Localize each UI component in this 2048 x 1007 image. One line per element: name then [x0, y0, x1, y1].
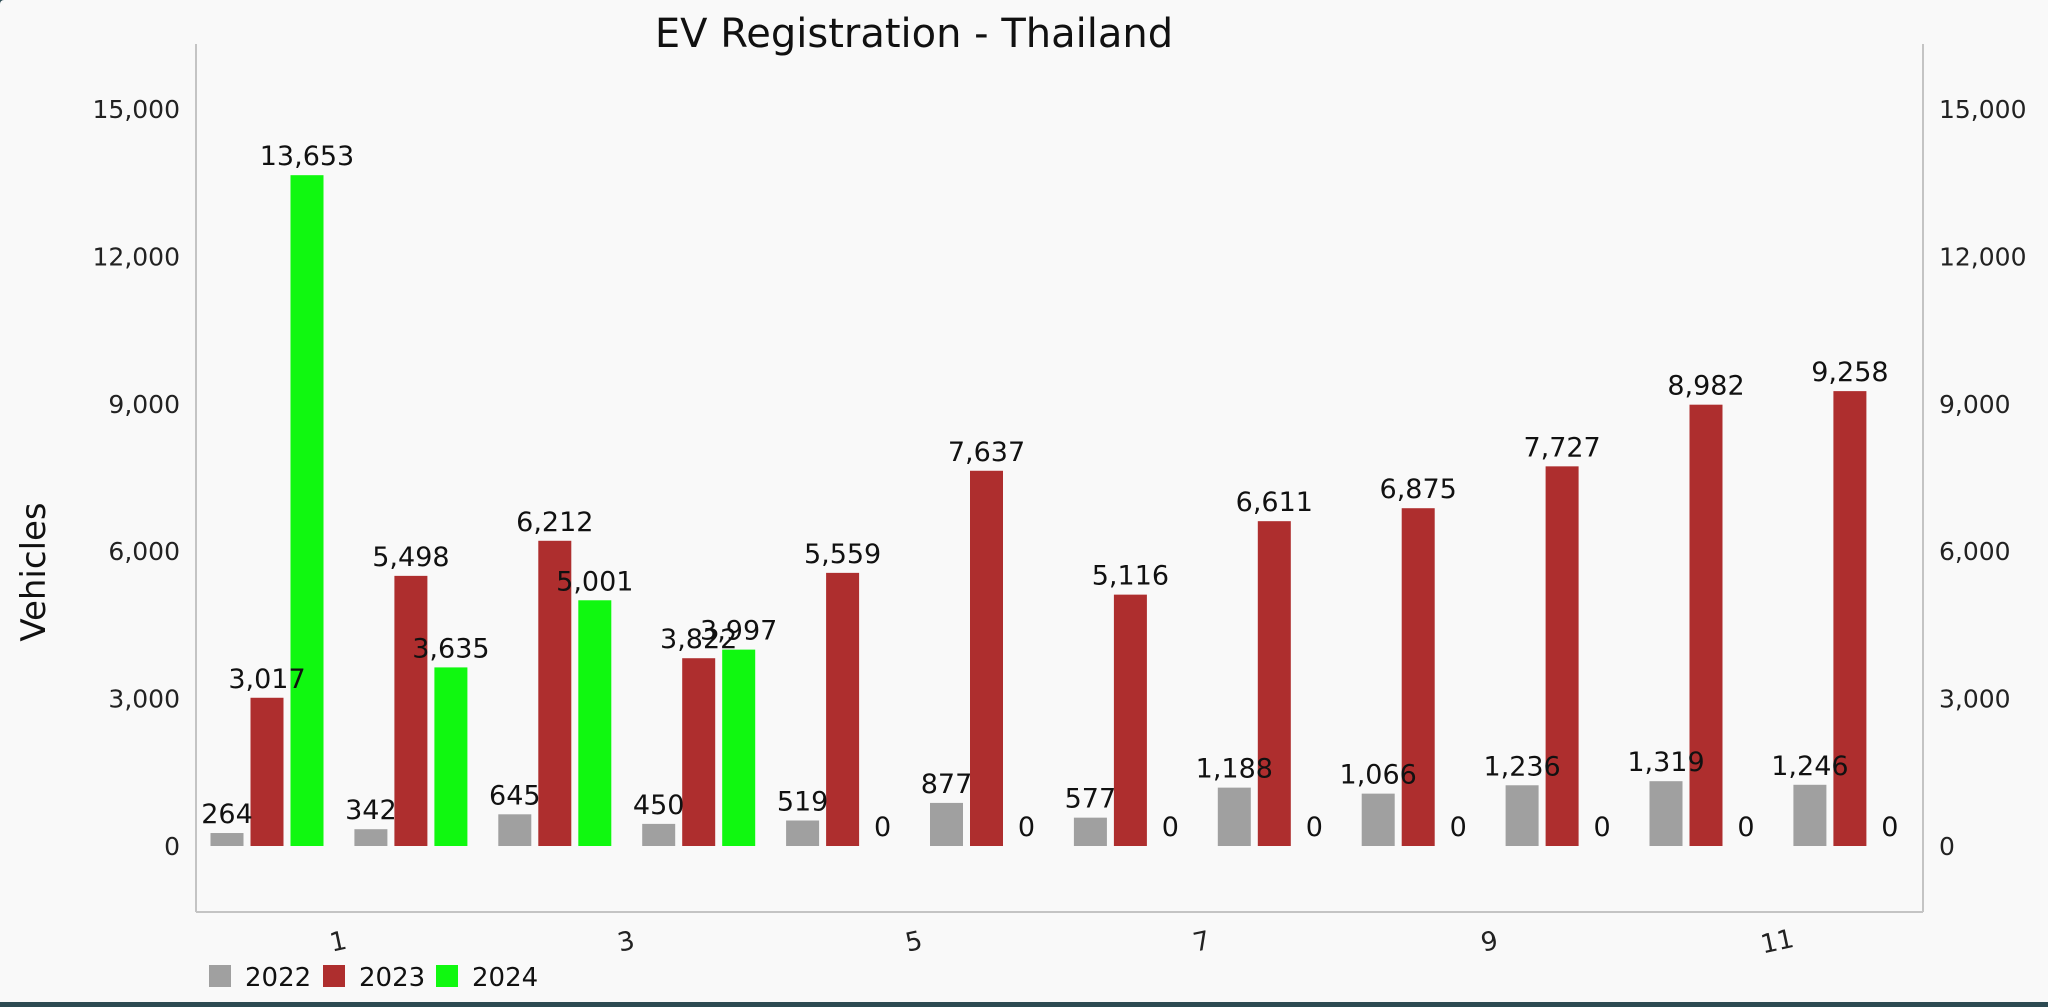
bar-2022-10: [1505, 785, 1539, 846]
y-tick-label-right: 9,000: [1939, 390, 2011, 419]
y-axis-right: 0 3,000 6,000 9,000 12,000 15,000: [1939, 95, 2026, 861]
legend: 2022 2023 2024: [209, 963, 538, 993]
bar-2023-7: [1113, 594, 1147, 846]
data-label-2023-9: 6,875: [1380, 474, 1457, 505]
data-label-2022-7: 577: [1065, 784, 1117, 815]
data-label-2024-4: 3,997: [700, 616, 777, 647]
y-tick-label-right: 15,000: [1939, 95, 2026, 124]
x-tick-label: 9: [1478, 926, 1500, 959]
legend-swatch-2022: [209, 965, 231, 987]
data-label-2024-12: 0: [1881, 812, 1898, 843]
bar-2023-10: [1545, 466, 1579, 846]
bar-2023-11: [1689, 404, 1723, 846]
bar-2022-12: [1793, 784, 1827, 846]
bar-2023-12: [1833, 391, 1867, 846]
x-tick-label: 1: [327, 926, 349, 959]
data-label-2024-9: 0: [1450, 812, 1467, 843]
data-label-2024-3: 5,001: [556, 566, 633, 597]
data-label-2024-7: 0: [1162, 812, 1179, 843]
y-tick-label-left: 9,000: [108, 390, 180, 419]
data-label-2022-2: 342: [345, 795, 397, 826]
bar-2022-6: [930, 802, 963, 846]
y-axis-label: Vehicles: [14, 502, 54, 641]
legend-label-2022: 2022: [245, 963, 311, 993]
bar-2023-5: [826, 572, 860, 846]
data-label-2024-10: 0: [1594, 812, 1611, 843]
data-label-2023-5: 5,559: [804, 539, 881, 570]
data-label-2022-9: 1,066: [1340, 760, 1417, 791]
bar-2022-8: [1217, 787, 1251, 846]
bar-2023-3: [538, 540, 572, 846]
data-label-2022-1: 264: [201, 799, 253, 830]
data-label-2023-11: 8,982: [1667, 371, 1744, 402]
data-label-2022-4: 450: [633, 790, 685, 821]
bar-2023-4: [682, 658, 716, 846]
y-tick-label-right: 0: [1939, 832, 1955, 861]
y-tick-label-right: 6,000: [1939, 537, 2011, 566]
bar-2022-1: [210, 833, 244, 846]
data-label-2022-5: 519: [777, 786, 829, 817]
legend-swatch-2023: [323, 965, 345, 987]
bar-2024-4: [722, 649, 756, 846]
data-label-2024-1: 13,653: [260, 141, 354, 172]
legend-swatch-2024: [436, 965, 458, 987]
bars-layer: [210, 175, 1867, 846]
data-label-2023-12: 9,258: [1811, 357, 1888, 388]
bar-2022-4: [642, 823, 676, 846]
data-label-2024-8: 0: [1306, 812, 1323, 843]
data-label-2022-12: 1,246: [1771, 751, 1848, 782]
bar-2024-3: [578, 600, 612, 846]
y-tick-label-left: 6,000: [108, 537, 180, 566]
bar-2023-9: [1401, 508, 1435, 846]
data-label-2023-7: 5,116: [1092, 561, 1169, 592]
bar-2022-9: [1361, 793, 1395, 846]
x-tick-label: 3: [615, 926, 637, 959]
y-tick-label-right: 3,000: [1939, 685, 2011, 714]
legend-label-2024: 2024: [472, 963, 538, 993]
chart-title: EV Registration - Thailand: [655, 11, 1173, 57]
bar-2022-3: [498, 814, 532, 846]
data-label-2022-3: 645: [489, 780, 541, 811]
y-tick-label-right: 12,000: [1939, 242, 2026, 271]
x-tick-label: 5: [903, 926, 925, 959]
data-label-2022-8: 1,188: [1196, 754, 1273, 785]
data-label-2024-2: 3,635: [412, 633, 489, 664]
data-label-2023-3: 6,212: [516, 507, 593, 538]
data-label-2024-11: 0: [1737, 812, 1754, 843]
data-label-2022-10: 1,236: [1483, 751, 1560, 782]
y-tick-label-left: 3,000: [108, 685, 180, 714]
data-label-2024-5: 0: [874, 812, 891, 843]
x-tick-label: 7: [1191, 926, 1213, 959]
data-label-2022-11: 1,319: [1627, 747, 1704, 778]
data-label-2024-6: 0: [1018, 812, 1035, 843]
bar-2022-2: [354, 829, 388, 846]
x-tick-label: 11: [1758, 924, 1797, 960]
data-label-2023-10: 7,727: [1523, 432, 1600, 463]
bar-2022-5: [786, 820, 820, 846]
y-tick-label-left: 12,000: [93, 242, 180, 271]
bar-2023-8: [1257, 521, 1291, 846]
data-label-2022-6: 877: [921, 769, 973, 800]
bar-2023-1: [250, 697, 284, 846]
y-tick-label-left: 0: [164, 832, 180, 861]
bar-2024-1: [290, 175, 324, 846]
data-label-2023-2: 5,498: [372, 542, 449, 573]
data-label-2023-6: 7,637: [948, 437, 1025, 468]
x-axis: 1 3 5 7 9 11: [327, 924, 1797, 960]
bar-2022-7: [1073, 817, 1107, 846]
bar-2024-2: [434, 667, 468, 846]
data-labels-layer: 264 3,017 13,653 342 5,498 3,635 645 6,212 5,001…: [201, 141, 1898, 843]
data-label-2023-1: 3,017: [228, 664, 305, 695]
bar-2023-2: [394, 575, 428, 846]
y-axis-left: 0 3,000 6,000 9,000 12,000 15,000: [93, 95, 180, 861]
bar-2022-11: [1649, 781, 1683, 846]
bar-2023-6: [970, 470, 1003, 846]
data-label-2023-4: 3,822: [660, 624, 737, 655]
y-tick-label-left: 15,000: [93, 95, 180, 124]
data-label-2023-8: 6,611: [1236, 487, 1313, 518]
legend-label-2023: 2023: [359, 963, 425, 993]
plot-frame: [195, 44, 1924, 913]
